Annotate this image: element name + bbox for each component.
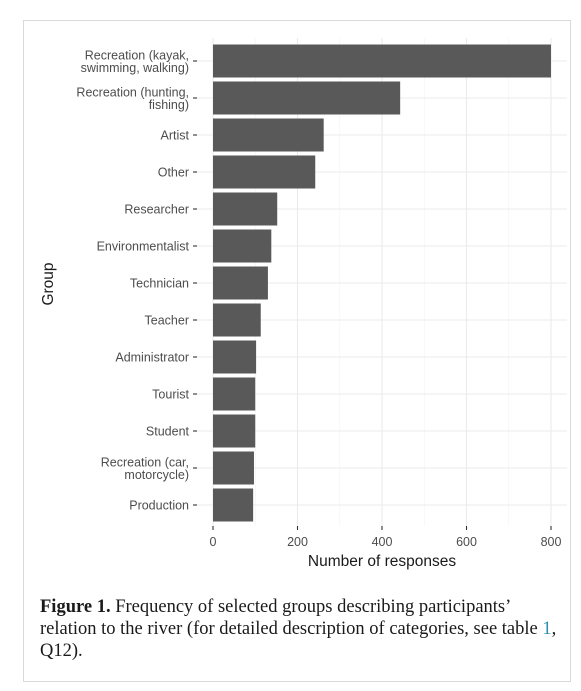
y-tick-label: Recreation (car, motorcycle) <box>101 455 189 482</box>
bar <box>213 377 256 411</box>
y-tick-label: Other <box>158 166 189 180</box>
y-tick-label: Environmentalist <box>97 240 190 254</box>
x-tick-label: 800 <box>541 535 562 549</box>
y-tick-label: Researcher <box>124 203 189 217</box>
bar-chart: Recreation (kayak, swimming, walking) Recr… <box>40 38 567 570</box>
x-tick-label: 600 <box>456 535 477 549</box>
caption-text-end: , Q12). <box>40 619 557 661</box>
caption-label: Figure 1. <box>40 597 111 617</box>
y-tick-label: Artist <box>161 129 190 143</box>
x-axis-title: Number of responses <box>308 553 456 570</box>
bar <box>213 340 257 374</box>
x-tick-label: 200 <box>287 535 308 549</box>
bar-layer <box>213 44 551 522</box>
y-tick-layer: Recreation (kayak, swimming, walking) Recr… <box>76 48 197 513</box>
bar <box>213 266 268 300</box>
y-tick-label: Production <box>129 499 189 513</box>
caption-text: Frequency of selected groups describing … <box>40 597 543 639</box>
y-tick-label: Technician <box>130 277 189 291</box>
y-tick-label: Tourist <box>152 388 189 402</box>
y-tick-label: Administrator <box>115 351 189 365</box>
x-tick-label: 400 <box>372 535 393 549</box>
y-tick-label: Student <box>146 425 190 439</box>
bar <box>213 118 324 152</box>
bar <box>213 229 272 263</box>
bar <box>213 303 261 337</box>
bar <box>213 451 254 485</box>
bar <box>213 488 254 522</box>
bar <box>213 44 551 78</box>
y-tick-label: Teacher <box>145 314 189 328</box>
x-tick-layer: 0 200 400 600 800 <box>210 526 562 549</box>
table-reference-link[interactable]: 1 <box>542 619 552 639</box>
x-tick-label: 0 <box>210 535 217 549</box>
y-tick-label: Recreation (hunting, fishing) <box>76 85 189 112</box>
bar <box>213 81 401 115</box>
bar <box>213 414 256 448</box>
y-axis-title: Group <box>40 262 57 305</box>
y-tick-label: Recreation (kayak, swimming, walking) <box>81 48 189 75</box>
figure-caption: Figure 1. Frequency of selected groups d… <box>40 596 565 662</box>
bar <box>213 155 316 189</box>
bar <box>213 192 278 226</box>
